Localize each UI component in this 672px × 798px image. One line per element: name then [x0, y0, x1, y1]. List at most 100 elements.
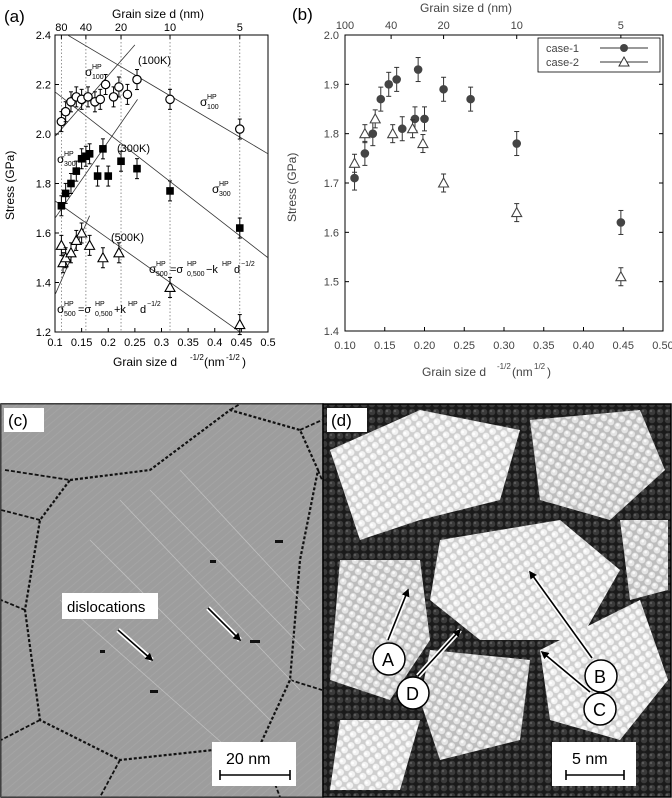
panel-b-label: (b) — [292, 5, 313, 24]
panel-a-xtick-label-2: 0.2 — [101, 337, 116, 349]
panel-b-point-0-10 — [439, 84, 448, 94]
panel-a-point-0-1 — [60, 106, 71, 117]
panel-a-sigma-100-right-sup: HP — [207, 94, 217, 101]
panel-a-xtick-label-5: 0.35 — [177, 337, 198, 349]
panel-b-top-axis-label: Grain size d (nm) — [420, 1, 512, 15]
panel-b-top-tick-label-4: 5 — [618, 20, 624, 32]
panel-a-formula-plus-sub: 0,500 — [95, 311, 113, 318]
panel-a-sigma-100-left: σ — [85, 65, 93, 79]
panel-a-formula-plus-sigma-sub: 500 — [64, 311, 76, 318]
marker-D-arrow — [417, 628, 462, 677]
panel-b-point-1-1 — [358, 127, 371, 139]
panel-b-point-1-4 — [406, 122, 419, 134]
panel-b-point-0-9 — [420, 114, 429, 124]
panel-a-ytick-label-4: 2.0 — [36, 129, 51, 141]
dislocations-label: dislocations — [67, 599, 145, 616]
panel-a-point-2-10 — [233, 318, 246, 330]
panel-b-point-1-7 — [510, 206, 523, 218]
svg-text:1/2: 1/2 — [534, 362, 546, 371]
panel-b-xtick-label-2: 0.20 — [414, 340, 435, 352]
panel-a-fit-line-0 — [66, 35, 268, 155]
panel-a-top-tick-label-1: 40 — [80, 22, 92, 34]
panel-a-point-1-9 — [104, 172, 113, 180]
marker-A: A — [372, 642, 406, 676]
panel-a-point-2-7 — [96, 251, 109, 263]
panel-b-xtick-label-1: 0.15 — [374, 340, 395, 352]
panel-b-ytick-label-1: 1.5 — [324, 277, 339, 289]
panel-a-point-0-8 — [100, 79, 111, 90]
svg-text:(nm: (nm — [512, 365, 533, 379]
panel-a-formula-minus-k: −k — [206, 264, 218, 276]
panel-a-sigma-300-left: σ — [57, 152, 65, 166]
panel-a-point-2-9 — [164, 281, 176, 292]
panel-b-point-1-8 — [614, 270, 627, 282]
panel-c-scale-box — [212, 742, 296, 786]
panel-a-fit-line-1 — [55, 91, 268, 259]
panel-a-point-1-12 — [166, 187, 174, 195]
panel-b-xtick-label-4: 0.30 — [493, 340, 514, 352]
svg-text:(nm: (nm — [204, 355, 225, 369]
marker-D: D — [396, 676, 430, 710]
panel-b-ytick-label-3: 1.7 — [324, 178, 339, 190]
panel-a-formula-minus-sup: HP — [187, 261, 197, 268]
panel-b-ytick-label-0: 1.4 — [324, 326, 339, 338]
panel-b-point-0-8 — [413, 65, 423, 74]
panel-a-ytick-label-5: 2.2 — [36, 80, 51, 92]
panel-a-label: (a) — [4, 7, 25, 26]
panel-a-top-tick-label-2: 20 — [115, 22, 127, 34]
panel-a-sigma-300-left-sub: 300 — [64, 161, 76, 168]
panel-a-xtick-label-1: 0.15 — [71, 337, 92, 349]
panel-a-formula-minus-d: d — [234, 264, 240, 276]
panel-a-point-2-4 — [70, 234, 83, 245]
svg-text:D: D — [406, 684, 419, 704]
panel-b-point-0-12 — [512, 139, 522, 148]
marker-B-arrow — [529, 570, 593, 659]
panel-a: (a) Grain size d (nm) 0.1 0.15 0.2 0.25 0.3 0… — [3, 7, 276, 369]
panel-c-scale-label: 20 nm — [226, 751, 270, 768]
panel-b-point-0-3 — [376, 94, 386, 104]
svg-text:B: B — [594, 667, 606, 687]
panel-b-legend-box — [537, 37, 661, 73]
panel-a-sigma-100-right-sub: 100 — [207, 104, 219, 111]
panel-a-point-2-8 — [112, 246, 125, 258]
svg-text:): ) — [547, 365, 551, 379]
panel-a-point-0-13 — [165, 94, 175, 105]
panel-a-sigma-300-right-sub: 300 — [219, 191, 231, 198]
panel-a-point-1-10 — [117, 157, 125, 166]
panel-d: (d) A B C D 5 nm — [322, 403, 672, 798]
panel-a-top-axis-label: Grain size d (nm) — [112, 7, 204, 21]
panel-b-point-0-4 — [384, 80, 394, 89]
panel-a-hp-line-0 — [55, 44, 136, 137]
svg-text:): ) — [242, 355, 246, 369]
panel-b-point-1-5 — [416, 137, 429, 149]
panel-a-point-0-7 — [95, 94, 106, 105]
panel-a-point-1-8 — [99, 145, 107, 153]
panel-a-sigma-300-right: σ — [212, 182, 220, 196]
panel-a-sigma-300-left-sup: HP — [64, 151, 74, 158]
panel-a-y-axis-label: Stress (GPa) — [3, 151, 17, 220]
panel-a-top-tick-label-3: 10 — [164, 22, 176, 34]
panel-a-ann-500k: (500K) — [111, 232, 144, 244]
panel-b-top-tick-label-3: 10 — [511, 20, 523, 32]
panel-b-ytick-label-2: 1.6 — [324, 227, 339, 239]
panel-a-ytick-label-6: 2.4 — [36, 30, 51, 42]
panel-a-formula-plus-d: d — [140, 304, 146, 316]
panel-a-point-1-11 — [133, 164, 141, 173]
panel-c-label-box — [4, 408, 44, 432]
panel-a-formula-minus-ksup: HP — [222, 261, 232, 268]
panel-a-ytick-label-1: 1.4 — [36, 278, 51, 290]
panel-d-label-box — [327, 408, 367, 432]
legend-label-case-2: case-2 — [546, 57, 579, 69]
panel-a-xtick-label-6: 0.4 — [207, 337, 222, 349]
panel-a-point-0-9 — [108, 92, 119, 102]
panel-b-top-tick-label-2: 20 — [437, 20, 449, 32]
panel-a-formula-minus-exp: −1/2 — [241, 261, 255, 268]
panel-a-formula-minus-sigma: σ — [149, 262, 157, 276]
panel-a-xtick-label-3: 0.25 — [124, 337, 145, 349]
svg-text:A: A — [382, 650, 394, 670]
panel-a-point-1-7 — [93, 172, 102, 180]
panel-a-ytick-label-0: 1.2 — [36, 327, 51, 339]
panel-b-xtick-label-6: 0.40 — [573, 340, 594, 352]
panel-a-formula-minus-sigma-sub: 500 — [156, 271, 168, 278]
panel-b-ytick-label-5: 1.9 — [324, 79, 339, 91]
